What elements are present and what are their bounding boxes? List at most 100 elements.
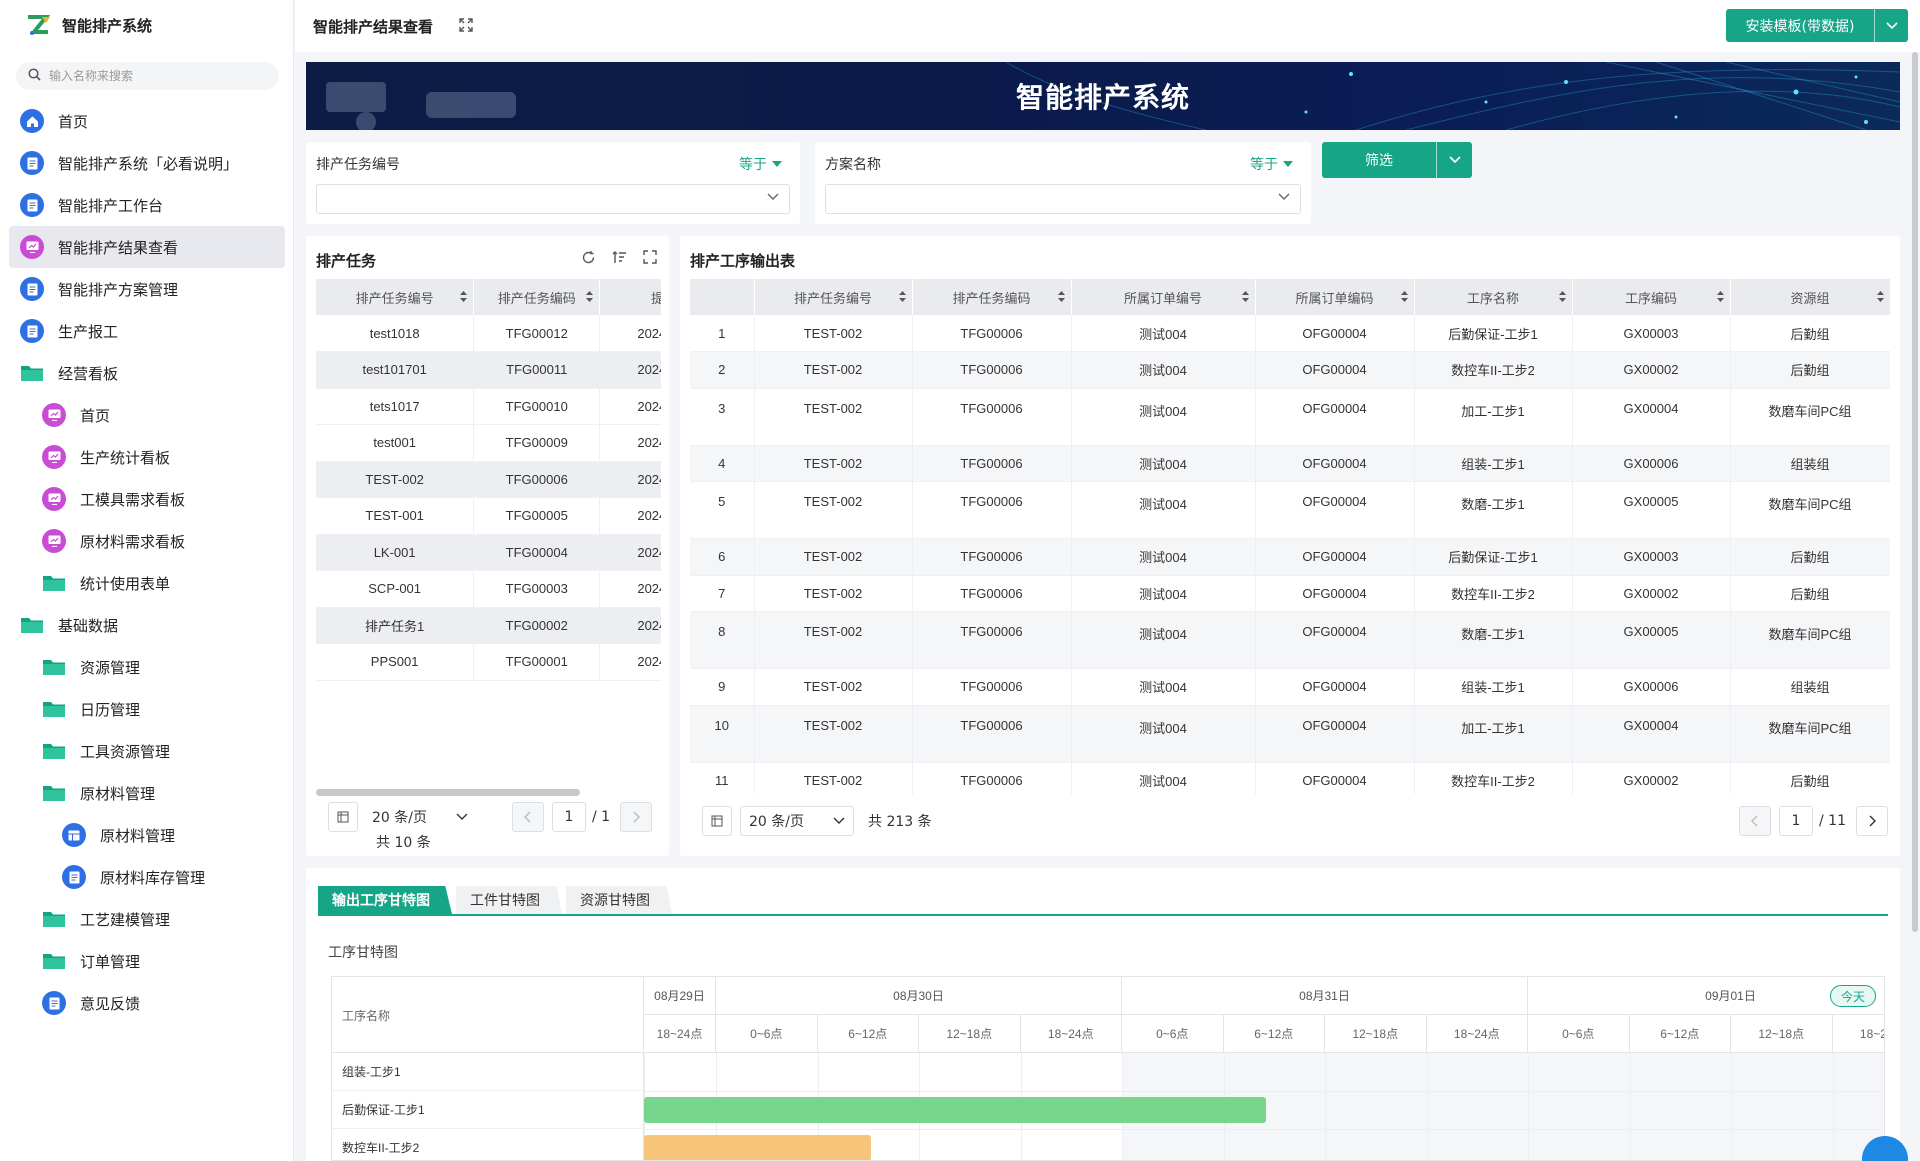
sort-icon[interactable] — [1400, 291, 1408, 302]
filter-operator[interactable]: 等于 — [1250, 154, 1293, 174]
sidebar-item-15[interactable]: 工具资源管理 — [9, 730, 285, 772]
sidebar-item-18[interactable]: 原材料库存管理 — [9, 856, 285, 898]
page-scrollbar-thumb[interactable] — [1912, 52, 1918, 932]
prev-page-button[interactable] — [1739, 806, 1772, 836]
gantt-title: 工序甘特图 — [328, 945, 398, 961]
filter-button[interactable]: 筛选 — [1322, 142, 1472, 178]
table-row[interactable]: test1018TFG000122024-1 — [316, 315, 661, 352]
sidebar-item-5[interactable]: 生产报工 — [9, 310, 285, 352]
column-header[interactable]: 排产任务编号 — [754, 279, 913, 315]
filter-task-no-select[interactable] — [316, 184, 790, 214]
table-row[interactable]: 8 TEST-002 TFG00006 测试004 OFG00004 数磨-工步1 GX00… — [690, 611, 1890, 669]
sidebar-item-6[interactable]: 经营看板 — [9, 352, 285, 394]
sidebar-item-12[interactable]: 基础数据 — [9, 604, 285, 646]
chevron-down-icon[interactable] — [1874, 9, 1908, 42]
sort-icon[interactable] — [1716, 291, 1724, 302]
table-row[interactable]: LK-001TFG000042024-1 — [316, 534, 661, 571]
output-page-input[interactable]: 1 — [1779, 806, 1814, 836]
sidebar-item-20[interactable]: 订单管理 — [9, 940, 285, 982]
table-row[interactable]: 4 TEST-002 TFG00006 测试004 OFG00004 组装-工步1 GX00… — [690, 445, 1890, 482]
table-row[interactable]: SCP-001TFG000032024-1 — [316, 570, 661, 608]
column-header[interactable]: 所属订单编码 — [1255, 279, 1415, 315]
sidebar-item-8[interactable]: 生产统计看板 — [9, 436, 285, 478]
table-cell: 加工-工步1 — [1414, 705, 1573, 763]
chevron-down-icon[interactable] — [1436, 142, 1472, 178]
tab-output-gantt[interactable]: 输出工序甘特图 — [318, 886, 452, 914]
table-row[interactable]: tets1017TFG000102024-1 — [316, 388, 661, 425]
table-cell: 后勤保证-工步1 — [1414, 538, 1573, 576]
sidebar-item-13[interactable]: 资源管理 — [9, 646, 285, 688]
table-row[interactable]: TEST-001TFG000052024-1 — [316, 497, 661, 535]
horizontal-scrollbar[interactable] — [316, 789, 580, 796]
table-row[interactable]: 排产任务1TFG000022024-1 — [316, 607, 661, 644]
table-row[interactable]: 7 TEST-002 TFG00006 测试004 OFG00004 数控车II-工步2 G… — [690, 575, 1890, 612]
table-row[interactable]: 9 TEST-002 TFG00006 测试004 OFG00004 组装-工步1 GX00… — [690, 668, 1890, 706]
task-page-input[interactable]: 1 — [552, 802, 586, 832]
next-page-button[interactable] — [1856, 806, 1888, 836]
sidebar-item-4[interactable]: 智能排产方案管理 — [9, 268, 285, 310]
column-header[interactable]: 排产任务编码 — [473, 279, 601, 315]
sidebar-item-16[interactable]: 原材料管理 — [9, 772, 285, 814]
table-row[interactable]: 1 TEST-002 TFG00006 测试004 OFG00004 后勤保证-工步1 GX… — [690, 315, 1890, 352]
filter-operator[interactable]: 等于 — [739, 154, 782, 174]
column-header[interactable]: 提 — [599, 279, 661, 315]
sidebar-item-1[interactable]: 智能排产系统「必看说明」 — [9, 142, 285, 184]
table-row[interactable]: 5 TEST-002 TFG00006 测试004 OFG00004 数磨-工步1 GX00… — [690, 481, 1890, 539]
table-row[interactable]: PPS001TFG000012024-1 — [316, 643, 661, 681]
sort-icon[interactable] — [1558, 291, 1566, 302]
today-button[interactable]: 今天 — [1829, 985, 1876, 1007]
prev-page-button[interactable] — [512, 802, 544, 832]
sidebar-item-7[interactable]: 首页 — [9, 394, 285, 436]
fullscreen-icon[interactable] — [643, 250, 657, 269]
sidebar-item-17[interactable]: 原材料管理 — [9, 814, 285, 856]
sidebar-search[interactable] — [16, 62, 279, 90]
table-row[interactable]: 2 TEST-002 TFG00006 测试004 OFG00004 数控车II-工步2 G… — [690, 351, 1890, 389]
gantt-slot-label: 12~18点 — [1325, 1015, 1427, 1053]
search-input[interactable] — [49, 69, 269, 83]
fullscreen-icon[interactable] — [459, 18, 475, 34]
output-page-size[interactable]: 20 条/页 — [740, 806, 854, 836]
sidebar-item-10[interactable]: 原材料需求看板 — [9, 520, 285, 562]
column-settings-icon[interactable] — [702, 806, 732, 836]
gantt-slot-label: 6~12点 — [1629, 1015, 1731, 1053]
column-header[interactable]: 排产任务编码 — [912, 279, 1072, 315]
sort-icon[interactable] — [1876, 291, 1884, 302]
sort-icon[interactable] — [1057, 291, 1065, 302]
table-row[interactable]: 6 TEST-002 TFG00006 测试004 OFG00004 后勤保证-工步1 GX… — [690, 538, 1890, 576]
refresh-icon[interactable] — [581, 250, 596, 269]
sort-icon[interactable] — [586, 291, 594, 302]
column-header[interactable]: 工序编码 — [1572, 279, 1731, 315]
next-page-button[interactable] — [620, 802, 653, 832]
sidebar-item-14[interactable]: 日历管理 — [9, 688, 285, 730]
sidebar-item-11[interactable]: 统计使用表单 — [9, 562, 285, 604]
sort-icon[interactable] — [460, 291, 468, 302]
sort-icon[interactable] — [1241, 291, 1249, 302]
column-header[interactable]: 排产任务编号 — [316, 279, 475, 315]
table-row[interactable]: 10 TEST-002 TFG00006 测试004 OFG00004 加工-工步1 GX0… — [690, 705, 1890, 763]
column-settings-icon[interactable] — [328, 802, 358, 832]
column-header[interactable]: 资源组 — [1730, 279, 1890, 315]
filter-plan-name-select[interactable] — [825, 184, 1301, 214]
table-row[interactable]: 11 TEST-002 TFG00006 测试004 OFG00004 数控车II-工步2… — [690, 762, 1890, 794]
gantt-bar[interactable] — [644, 1135, 871, 1160]
table-row[interactable]: test101701TFG000112024-1 — [316, 351, 661, 389]
table-row[interactable]: test001TFG000092024-1 — [316, 424, 661, 462]
sidebar-item-19[interactable]: 工艺建模管理 — [9, 898, 285, 940]
sidebar-item-0[interactable]: 首页 — [9, 100, 285, 142]
install-template-button[interactable]: 安装模板(带数据) — [1726, 9, 1908, 42]
sort-icon[interactable] — [898, 291, 906, 302]
table-row[interactable]: 3 TEST-002 TFG00006 测试004 OFG00004 加工-工步1 GX00… — [690, 388, 1890, 446]
page-scrollbar[interactable] — [1910, 52, 1920, 932]
column-header[interactable]: 工序名称 — [1414, 279, 1573, 315]
gantt-bar[interactable] — [644, 1097, 1266, 1123]
sidebar-item-2[interactable]: 智能排产工作台 — [9, 184, 285, 226]
sort-settings-icon[interactable] — [612, 250, 627, 269]
tab-resource-gantt[interactable]: 资源甘特图 — [566, 886, 672, 914]
sidebar-item-3[interactable]: 智能排产结果查看 — [9, 226, 285, 268]
table-row[interactable]: TEST-002TFG000062024-1 — [316, 461, 661, 498]
sidebar-item-9[interactable]: 工模具需求看板 — [9, 478, 285, 520]
sidebar-item-21[interactable]: 意见反馈 — [9, 982, 285, 1024]
column-header[interactable]: 所属订单编号 — [1071, 279, 1256, 315]
tab-workpiece-gantt[interactable]: 工件甘特图 — [456, 886, 562, 914]
task-page-size[interactable]: 20 条/页 — [364, 802, 476, 832]
